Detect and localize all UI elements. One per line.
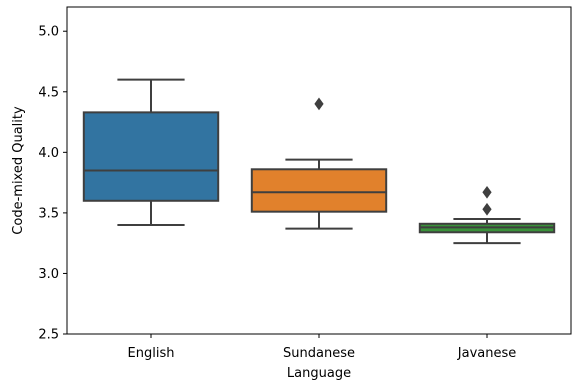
y-axis-label: Code-mixed Quality — [11, 106, 26, 235]
y-tick-label: 3.5 — [38, 206, 59, 221]
x-tick-label-javanese: Javanese — [457, 346, 516, 361]
outlier-point-javanese — [482, 185, 492, 199]
y-tick-label: 4.5 — [38, 85, 59, 100]
plot-area: 2.5 3.0 3.5 4.0 4.5 5.0 English Sundanese Javane… — [38, 6, 572, 361]
box-sundanese — [250, 168, 388, 213]
y-tick-label: 4.0 — [38, 146, 59, 161]
outlier-point-javanese — [482, 202, 492, 216]
y-tick-label: 3.0 — [38, 267, 59, 282]
outlier-point-sundanese — [314, 97, 324, 111]
x-tick-label-sundanese: Sundanese — [283, 346, 355, 361]
x-tick-label-english: English — [128, 346, 175, 361]
y-tick-label: 2.5 — [38, 328, 59, 343]
y-tick-label: 5.0 — [38, 25, 59, 40]
x-axis-label: Language — [287, 366, 351, 381]
box-english — [82, 111, 220, 202]
